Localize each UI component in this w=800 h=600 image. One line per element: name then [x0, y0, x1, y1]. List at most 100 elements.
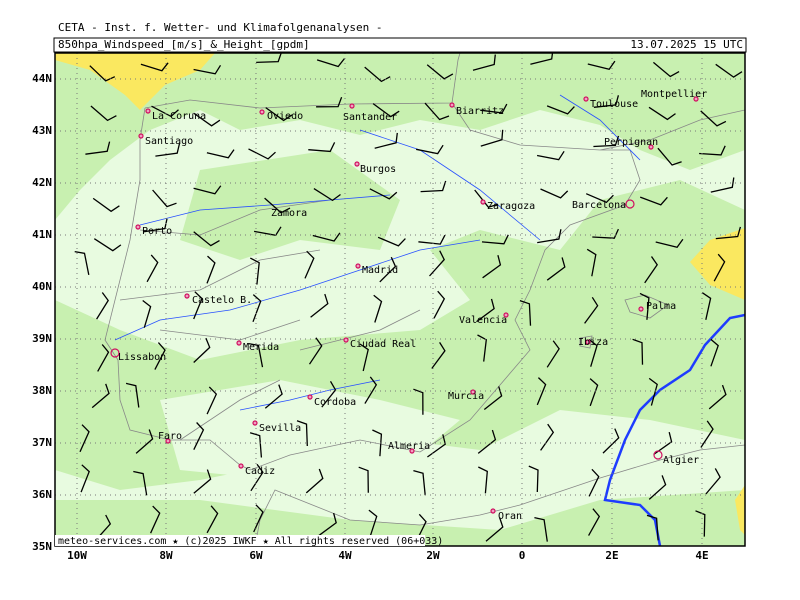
wind-barb	[358, 466, 369, 493]
wind-barb	[151, 105, 179, 118]
wind-barb	[206, 386, 218, 415]
place-marker	[490, 508, 496, 514]
wind-barb	[530, 53, 554, 65]
wind-barb	[140, 62, 169, 72]
wind-barb	[585, 193, 614, 204]
wind-barb	[588, 508, 601, 536]
wind-barb	[546, 340, 560, 368]
wind-barb	[586, 248, 597, 277]
wind-barb	[426, 64, 454, 80]
place-marker	[470, 389, 476, 395]
title: CETA - Inst. f. Wetter- und Klimafolgena…	[58, 21, 383, 34]
wind-barb	[264, 384, 283, 409]
wind-barb	[713, 253, 726, 282]
place-marker	[480, 199, 486, 205]
place-marker	[693, 96, 699, 102]
lat-label: 35N	[32, 540, 52, 553]
wind-barb	[135, 429, 154, 454]
wind-barb	[418, 234, 446, 245]
valid-time: 13.07.2025 15 UTC	[630, 38, 743, 51]
wind-barb	[483, 386, 503, 411]
wind-barb	[646, 514, 659, 541]
wind-barb	[265, 107, 293, 122]
grid	[55, 53, 745, 546]
wind-barb	[96, 292, 109, 320]
wind-barb	[193, 185, 222, 195]
wind-barb	[648, 377, 658, 406]
wind-barb	[150, 505, 161, 534]
footer: meteo-services.com ★ (c)2025 IWKF ★ All …	[58, 536, 443, 547]
place-marker	[343, 337, 349, 343]
wind-zone	[55, 53, 745, 220]
wind-barb	[710, 338, 719, 367]
place-marker	[449, 102, 455, 108]
wind-barb	[312, 232, 341, 242]
place-marker	[653, 450, 663, 460]
wind-barb	[593, 95, 620, 108]
place-label: Ibiza	[578, 337, 608, 348]
wind-barb	[316, 58, 345, 68]
wind-barb	[593, 135, 620, 148]
place-label: Murcia	[448, 391, 484, 402]
wind-barb	[368, 509, 378, 538]
wind-barb	[639, 292, 650, 320]
place-label: Montpellier	[641, 89, 707, 100]
wind-barb	[653, 431, 673, 456]
wind-barb	[700, 110, 727, 127]
wind-barb	[420, 180, 447, 193]
lat-label: 44N	[32, 72, 52, 85]
wind-barb	[89, 65, 116, 82]
border	[119, 102, 601, 441]
wind-barb	[540, 423, 555, 451]
place-marker	[349, 103, 355, 109]
lat-label: 37N	[32, 436, 52, 449]
wind-barb	[155, 143, 181, 157]
lon-label: 4E	[695, 549, 708, 562]
place-label: Castelo B.	[192, 295, 252, 306]
wind-barb	[142, 299, 152, 328]
map-area: La Coruna Oviedo Santander Biarritz Toulouse…	[55, 53, 745, 546]
wind-zone	[180, 150, 400, 260]
wind-barb	[264, 197, 291, 214]
wind-barb	[431, 342, 446, 369]
place-marker	[409, 448, 415, 454]
wind-barb	[482, 255, 502, 279]
place-marker	[503, 312, 509, 318]
wind-barb	[359, 343, 369, 372]
wind-barb	[364, 376, 378, 404]
wind-barb	[152, 189, 177, 208]
wind-barbs	[74, 53, 743, 542]
wind-barb	[310, 293, 329, 318]
wind-barb	[364, 66, 391, 83]
places: La Coruna Oviedo Santander Biarritz Toulouse…	[110, 89, 707, 522]
place-label: Valencia	[459, 315, 507, 326]
wind-barb	[248, 342, 264, 368]
place-label: Zamora	[271, 208, 307, 219]
wind-barb	[695, 510, 706, 537]
place-label: Perpignan	[604, 137, 658, 148]
wind-barb	[632, 338, 644, 365]
wind-barb	[80, 464, 90, 493]
place-label: Lissabon	[118, 352, 166, 363]
wind-barb	[546, 257, 566, 281]
wind-barb	[193, 112, 221, 127]
wind-barb	[478, 466, 488, 494]
place-label: Oviedo	[267, 111, 303, 122]
place-marker	[138, 133, 144, 139]
place-label: La Coruna	[152, 111, 206, 122]
place-label: Santander	[343, 112, 397, 123]
wind-barb	[413, 469, 426, 496]
lon-label: 0	[519, 549, 526, 562]
wind-barb	[485, 517, 504, 542]
place-marker	[184, 293, 190, 299]
wind-barb	[584, 296, 599, 324]
place-marker	[236, 340, 242, 346]
lon-label: 10W	[67, 549, 87, 562]
wind-barb	[372, 429, 383, 457]
wind-barb	[427, 434, 447, 458]
wind-barb	[480, 129, 504, 147]
wind-zone	[160, 380, 460, 480]
wind-barb	[424, 102, 450, 121]
place-marker	[259, 109, 265, 115]
